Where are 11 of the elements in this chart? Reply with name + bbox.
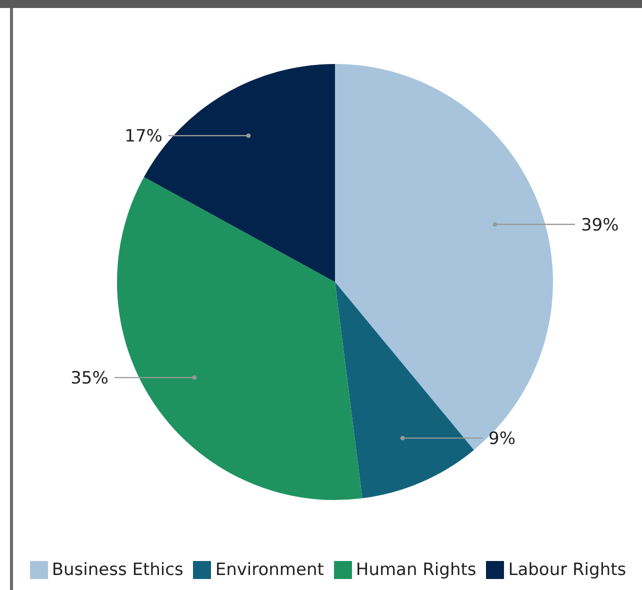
legend-label: Business Ethics xyxy=(52,560,184,580)
pie-slice xyxy=(335,282,474,498)
legend-label: Labour Rights xyxy=(508,560,626,580)
data-label: 39% xyxy=(580,215,619,236)
pie-slice xyxy=(117,176,362,500)
legend-label: Environment xyxy=(215,560,324,580)
legend-label: Human Rights xyxy=(356,560,476,580)
data-label: 17% xyxy=(124,126,162,147)
data-label: 9% xyxy=(488,429,516,450)
pie-slice xyxy=(335,64,553,450)
data-label: 35% xyxy=(70,368,108,389)
